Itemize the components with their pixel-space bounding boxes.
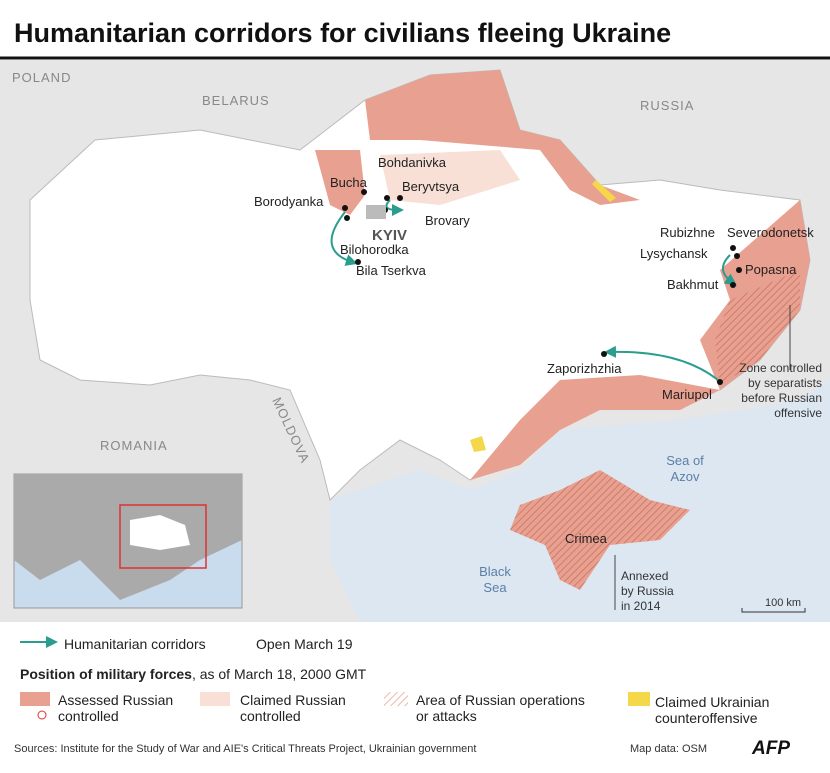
separatist-zone (715, 270, 800, 385)
legend-label: Claimed Russian controlled (240, 692, 346, 724)
kyiv-area (366, 205, 386, 219)
legend-label: Open March 19 (256, 636, 353, 652)
sea-label: Sea of Azov (666, 453, 704, 484)
legend-label: Area of Russian operations or attacks (416, 692, 585, 724)
map: POLAND BELARUS RUSSIA ROMANIA MOLDOVA KY… (0, 60, 830, 622)
counteroffensive-2 (592, 180, 616, 202)
place: Crimea (565, 531, 608, 546)
note: Zone controlled by separatists before Russ… (739, 361, 822, 420)
capital: KYIV (372, 227, 407, 244)
legend: Humanitarian corridors Open March 19 Pos… (20, 636, 769, 726)
sources: Sources: Institute for the Study of War … (14, 743, 476, 755)
map-data: Map data: OSM (630, 743, 707, 755)
place: Popasna (745, 262, 797, 277)
south-zone (470, 375, 720, 480)
scale-label: 100 km (765, 597, 801, 609)
place: Beryvtsya (402, 179, 460, 194)
legend-title: Position of military forces, as of March… (20, 666, 367, 682)
place: Borodyanka (254, 194, 324, 209)
place: Brovary (425, 213, 470, 228)
north-zone (365, 70, 640, 205)
inset (13, 473, 243, 609)
country: BELARUS (202, 93, 270, 108)
place: Bohdanivka (378, 155, 447, 170)
sea-label: Black Sea (479, 564, 511, 595)
scale-bar (741, 608, 806, 613)
place: Severodonetsk (727, 225, 814, 240)
legend-label: Assessed Russian controlled (58, 692, 173, 724)
place: Bucha (330, 175, 368, 190)
place: Bakhmut (667, 277, 719, 292)
note: Annexed by Russia in 2014 (621, 569, 674, 613)
legend-label: Claimed Ukrainian counteroffensive (655, 694, 769, 726)
legend-label: Humanitarian corridors (64, 636, 206, 652)
title: Humanitarian corridors for civilians fle… (14, 18, 671, 48)
kyiv-zone (315, 150, 365, 215)
claimed-zone (380, 150, 520, 205)
place: Rubizhne (660, 225, 715, 240)
place: Mariupol (662, 387, 712, 402)
country: RUSSIA (640, 98, 694, 113)
crimea (510, 470, 690, 590)
logo: AFP (751, 738, 790, 759)
place: Lysychansk (640, 246, 708, 261)
place: Bila Tserkva (356, 263, 427, 278)
place: Bilohorodka (340, 242, 409, 257)
place: Zaporizhzhia (547, 361, 622, 376)
country: ROMANIA (100, 438, 168, 453)
counteroffensive (470, 436, 486, 452)
country: POLAND (12, 70, 71, 85)
